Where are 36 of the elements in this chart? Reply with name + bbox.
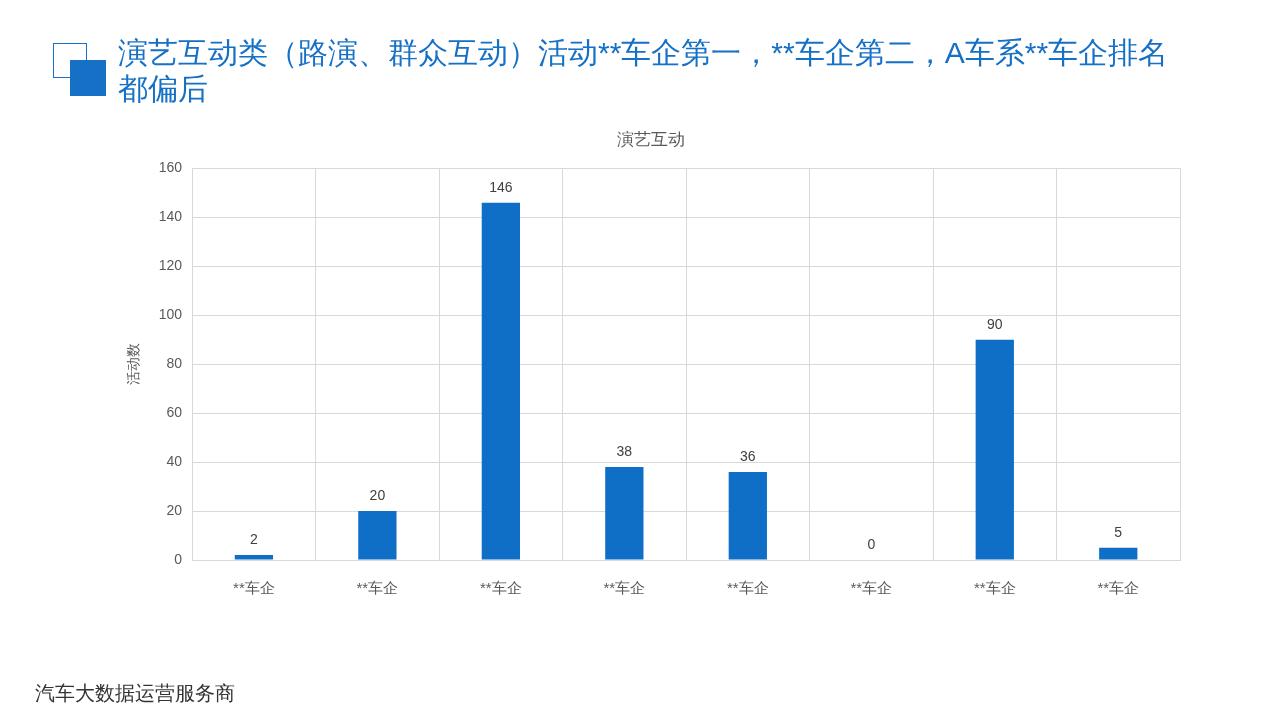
data-label: 2 (250, 530, 258, 547)
x-tick-label: **车企 (1097, 579, 1140, 597)
data-label: 0 (867, 535, 876, 552)
x-tick-label: **车企 (850, 579, 893, 597)
chart-title: 演艺互动类（路演、群众互动）活动**车企第一，**车企第二，A车系**车企排名都偏后 (118, 35, 1170, 107)
y-tick-label: 120 (158, 257, 183, 274)
y-tick-label: 40 (166, 452, 183, 469)
x-tick-label: **车企 (603, 579, 646, 597)
y-tick-label: 0 (174, 550, 183, 567)
y-tick-label: 80 (166, 355, 183, 372)
bar (975, 339, 1014, 560)
bar (234, 555, 274, 560)
data-label: 146 (489, 178, 513, 195)
bar (358, 511, 397, 560)
y-tick-label: 100 (158, 306, 183, 323)
x-tick-label: **车企 (726, 579, 769, 597)
chart-subtitle: 演艺互动 (617, 129, 685, 149)
data-label: 5 (1114, 523, 1123, 540)
data-label: 38 (616, 442, 633, 459)
y-tick-label: 140 (158, 208, 183, 225)
y-tick-label: 160 (158, 159, 183, 176)
bar (1099, 547, 1138, 560)
bar (605, 467, 644, 560)
y-tick-label: 20 (166, 501, 183, 518)
x-tick-label: **车企 (973, 579, 1016, 597)
bar (728, 471, 767, 560)
data-label: 36 (740, 447, 756, 464)
text: 汽车大数据运营服务商 (35, 681, 235, 706)
data-label: 90 (986, 315, 1003, 332)
bar (481, 202, 520, 560)
data-label: 20 (369, 486, 386, 503)
y-axis-title: 活动数 (125, 343, 142, 386)
y-tick-label: 60 (166, 404, 183, 421)
x-tick-label: **车企 (356, 579, 399, 597)
x-tick-label: **车企 (480, 579, 522, 597)
x-tick-label: **车企 (233, 579, 275, 597)
